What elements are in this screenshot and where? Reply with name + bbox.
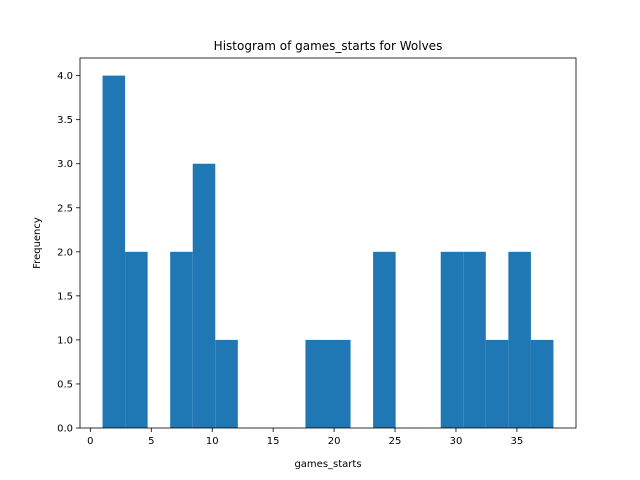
x-tick-label: 25: [389, 436, 402, 447]
x-tick-label: 5: [148, 436, 154, 447]
histogram-bar: [328, 339, 351, 428]
x-tick-label: 0: [87, 436, 93, 447]
y-tick-label: 0.0: [57, 424, 73, 435]
histogram-bar: [192, 163, 216, 428]
histogram-bar: [373, 251, 396, 428]
histogram-bar: [305, 339, 328, 428]
y-tick-label: 1.0: [57, 335, 73, 346]
histogram-bar: [125, 251, 148, 428]
x-tick-label: 35: [511, 436, 524, 447]
y-tick-label: 2.0: [57, 247, 73, 258]
histogram-bar: [440, 251, 464, 428]
y-tick-label: 3.5: [57, 115, 73, 126]
y-tick-label: 4.0: [57, 71, 73, 82]
histogram-bar: [485, 339, 509, 428]
y-tick-label: 0.5: [57, 379, 73, 390]
x-tick-label: 10: [206, 436, 219, 447]
y-axis-ticks: 0.0 0.5 1.0 1.5 2.0 2.5 3.0 3.5 4.0: [57, 71, 80, 435]
histogram-bar: [215, 339, 238, 428]
x-tick-label: 30: [450, 436, 463, 447]
x-axis-ticks: 0 5 10 15 20 25 30 35: [87, 428, 523, 447]
chart-title: Histogram of games_starts for Wolves: [214, 39, 443, 53]
x-tick-label: 20: [328, 436, 341, 447]
histogram-bar: [102, 75, 126, 428]
x-tick-label: 15: [267, 436, 280, 447]
x-axis-title: games_starts: [294, 459, 361, 470]
histogram-bar: [463, 251, 486, 428]
histogram-bar: [530, 339, 554, 428]
bars-group: [102, 75, 554, 428]
histogram-bar: [170, 251, 193, 428]
histogram-bar: [508, 251, 531, 428]
y-tick-label: 3.0: [57, 159, 73, 170]
y-tick-label: 1.5: [57, 291, 73, 302]
y-tick-label: 2.5: [57, 203, 73, 214]
plot-area-frame: [79, 57, 577, 429]
y-axis-title: Frequency: [32, 217, 43, 269]
